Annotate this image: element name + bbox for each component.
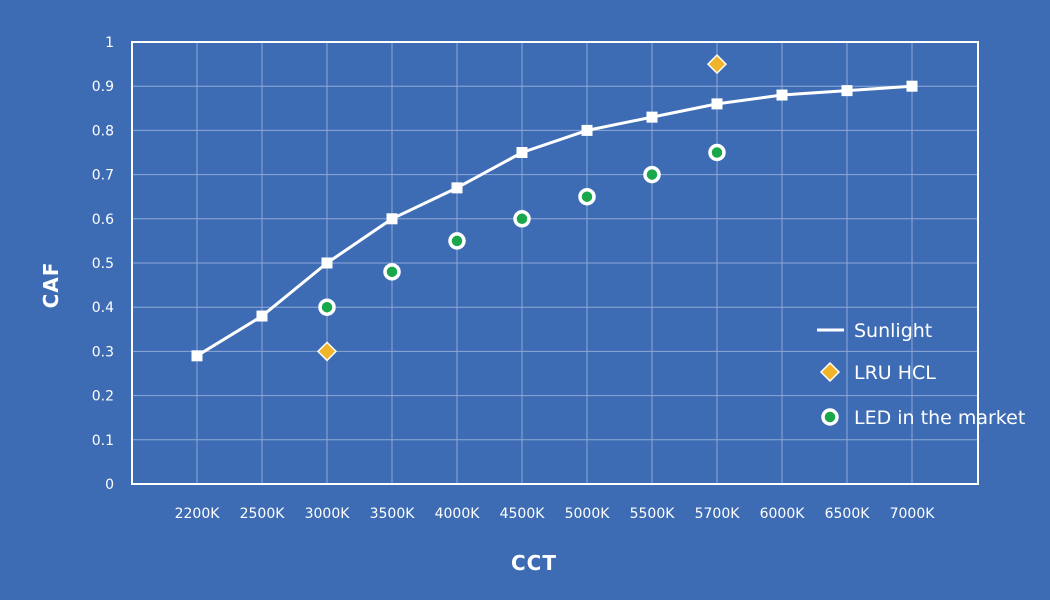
led-market-point [318,298,336,316]
x-tick-label: 4000K [435,506,481,522]
sunlight-point [841,85,853,97]
sunlight-point [516,147,528,158]
legend-swatch-lru-hcl [819,361,841,383]
y-tick-label: 1 [105,35,114,51]
led-market-point [578,187,596,206]
lru-hcl-point [316,341,338,362]
x-tick-label: 4500K [500,506,546,522]
x-tick-label: 3500K [370,506,416,522]
legend-label: LED in the market [854,407,1025,429]
led-market-point [708,143,726,162]
sunlight-line [196,84,913,358]
legend: Sunlight LRU HCL LED in the market [817,320,1025,429]
sunlight-point [451,182,463,194]
y-axis-title: CAF [39,262,63,309]
legend-label: Sunlight [854,320,932,342]
sunlight-point [906,80,918,92]
x-tick-label: 7000K [890,506,936,522]
x-tick-label: 2200K [175,506,221,522]
plot-area [131,41,979,485]
y-tick-label: 0.7 [92,168,114,184]
y-tick-label: 0.6 [92,212,114,228]
x-tick-label: 6500K [825,506,871,522]
led-market-point [513,210,531,228]
sunlight-point [646,111,658,123]
data-marks [191,54,918,362]
y-tick-label: 0 [105,477,114,493]
legend-label: LRU HCL [854,362,936,384]
sunlight-point [711,98,723,110]
x-axis-ticks: 2200K 2500K 3000K 3500K 4000K 4500K 5000K 5500K… [175,506,936,522]
sunlight-point [581,124,593,136]
x-tick-label: 3000K [305,506,351,522]
x-tick-label: 6000K [760,506,806,522]
y-tick-label: 0.8 [92,123,114,139]
y-tick-label: 0.3 [92,344,114,360]
sunlight-point [386,213,398,225]
x-tick-label: 5700K [695,506,741,522]
y-axis-ticks: 0 0.1 0.2 0.3 0.4 0.5 0.6 0.7 0.8 0.9 1 [92,35,114,493]
sunlight-point [321,257,333,269]
legend-swatch-led [821,408,839,426]
sunlight-point [776,89,788,101]
y-tick-label: 0.2 [92,389,114,405]
grid-lines [132,41,978,485]
led-market-point [448,232,466,250]
led-market-point [643,165,661,184]
sunlight-point [256,310,268,322]
x-tick-label: 2500K [240,506,286,522]
y-tick-label: 0.9 [92,79,114,95]
y-tick-label: 0.4 [92,300,114,316]
x-axis-title: CCT [511,551,557,575]
sunlight-point [191,350,203,362]
lru-hcl-point [706,54,728,75]
x-tick-label: 5000K [565,506,611,522]
x-tick-label: 5500K [630,506,676,522]
led-market-point [383,263,401,281]
y-tick-label: 0.5 [92,256,114,272]
y-tick-label: 0.1 [92,433,114,449]
